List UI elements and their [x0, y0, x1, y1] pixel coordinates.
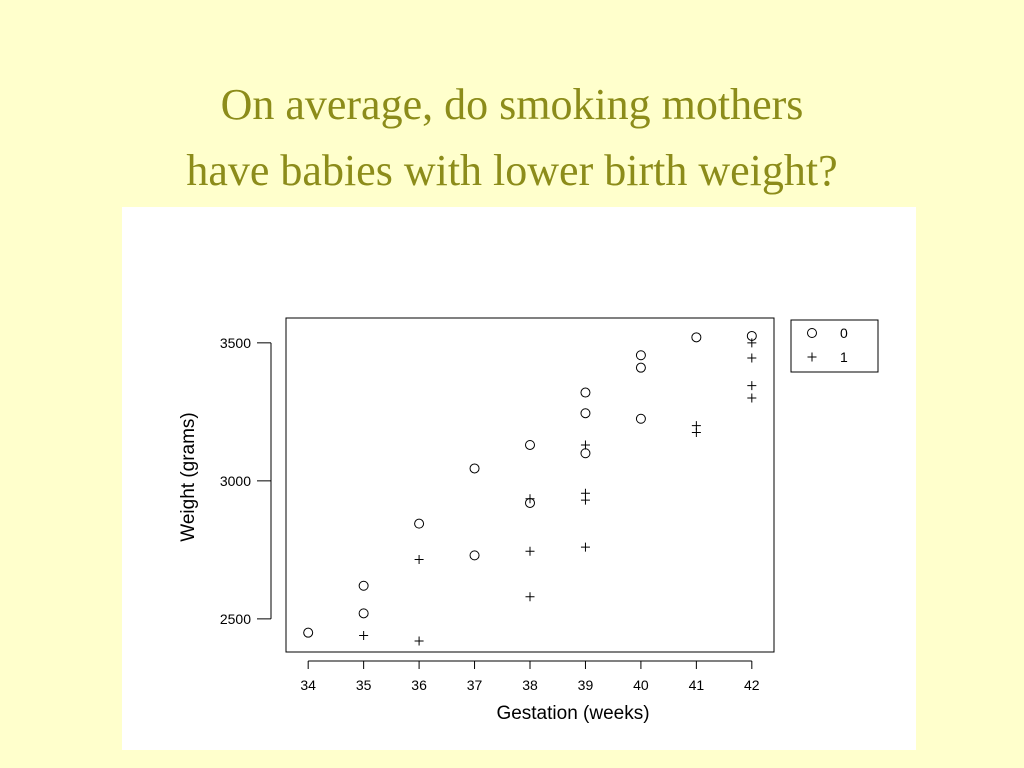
plot-panel: 2500 3000 3500 34 35 36 37 38 39 40 41 42 Gestatio…	[122, 207, 916, 750]
point-plus	[525, 592, 535, 602]
data-points	[303, 330, 757, 646]
point-circle	[635, 362, 646, 373]
point-plus	[414, 555, 424, 565]
x-tick-label: 42	[744, 677, 760, 693]
x-tick-label: 41	[689, 677, 705, 693]
point-circle	[303, 627, 314, 638]
point-plus	[691, 421, 701, 431]
point-circle	[469, 550, 480, 561]
point-circle	[414, 518, 425, 529]
point-circle	[580, 408, 591, 419]
point-plus	[580, 440, 590, 450]
y-tick-label: 2500	[220, 611, 251, 627]
slide-title: On average, do smoking mothers have babi…	[0, 72, 1024, 204]
x-tick-label: 35	[356, 677, 372, 693]
x-tick-label: 37	[467, 677, 483, 693]
y-axis-label: Weight (grams)	[178, 412, 199, 542]
point-circle	[358, 580, 369, 591]
point-circle	[358, 608, 369, 619]
point-plus	[747, 393, 757, 403]
legend-label: 1	[840, 349, 848, 365]
y-axis: 2500 3000 3500	[220, 335, 272, 627]
scatter-chart: 2500 3000 3500 34 35 36 37 38 39 40 41 42 Gestatio…	[178, 317, 879, 724]
legend-box	[790, 319, 879, 373]
point-plus	[580, 542, 590, 552]
x-tick-label: 40	[633, 677, 649, 693]
point-plus	[747, 338, 757, 348]
x-axis-label: Gestation (weeks)	[496, 703, 649, 724]
legend-label: 0	[840, 325, 848, 341]
x-tick-label: 38	[522, 677, 538, 693]
y-tick-label: 3000	[220, 473, 251, 489]
slide-title-line-1: On average, do smoking mothers	[220, 80, 804, 129]
slide-title-line-2: have babies with lower birth weight?	[186, 146, 838, 195]
y-tick-label: 3500	[220, 335, 251, 351]
legend-marker-plus	[807, 352, 817, 362]
legend-marker-circle	[807, 328, 817, 338]
point-circle	[635, 413, 646, 424]
x-tick-label: 36	[411, 677, 427, 693]
point-circle	[469, 463, 480, 474]
point-circle	[691, 332, 702, 343]
point-plus	[580, 488, 590, 498]
plot-box	[285, 317, 775, 653]
point-plus	[747, 381, 757, 391]
x-axis: 34 35 36 37 38 39 40 41 42	[300, 660, 760, 693]
point-plus	[359, 630, 369, 640]
point-circle	[525, 439, 535, 450]
point-plus	[525, 546, 535, 556]
point-circle	[635, 350, 646, 361]
point-circle	[580, 448, 591, 459]
legend: 01	[790, 319, 879, 373]
point-circle	[580, 387, 591, 398]
x-tick-label: 39	[578, 677, 594, 693]
x-tick-label: 34	[300, 677, 316, 693]
point-plus	[747, 353, 757, 363]
point-plus	[525, 494, 535, 504]
point-plus	[414, 636, 424, 646]
